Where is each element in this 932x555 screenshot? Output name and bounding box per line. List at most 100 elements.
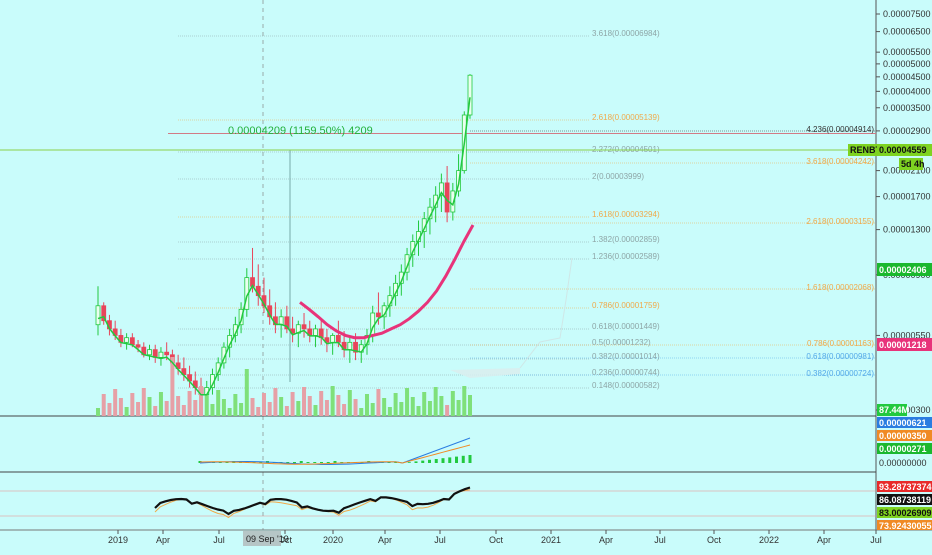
projection-path	[519, 257, 573, 369]
measure-label: 0.00004209 (1159.50%) 4209	[228, 125, 373, 137]
macd-histogram-bar	[434, 459, 438, 463]
volume-bar	[433, 387, 438, 416]
time-tick-label: Oct	[707, 535, 722, 545]
volume-bar	[130, 393, 135, 416]
time-tick-label: Jul	[434, 535, 446, 545]
candle-body	[313, 328, 318, 336]
candle-body	[330, 335, 336, 343]
macd-histogram-bar	[320, 462, 323, 463]
volume-bar	[376, 389, 381, 416]
volume-group	[96, 357, 472, 416]
volume-badge-bg	[877, 404, 907, 416]
time-tick-label: 2022	[759, 535, 779, 545]
rsi-badge-bg-3	[877, 507, 932, 518]
fib-main-label: 3.618(0.00006984)	[592, 29, 660, 38]
symbol-badge-bg	[848, 144, 878, 156]
volume-bar	[462, 386, 467, 416]
volume-bar	[273, 388, 278, 416]
candle-body	[347, 341, 353, 351]
time-tick-label: 2020	[323, 535, 343, 545]
candle-body	[135, 344, 141, 348]
ema-line	[299, 224, 475, 340]
volume-bar	[244, 369, 249, 416]
volume-bar	[445, 405, 450, 416]
volume-bar	[439, 396, 444, 416]
volume-bar	[227, 408, 232, 416]
volume-bar	[336, 395, 341, 416]
measure-top-line	[168, 133, 876, 134]
crosshair-date-label: 09 Sep '19	[246, 534, 289, 544]
candle-body	[129, 337, 135, 346]
candle-body	[450, 190, 456, 213]
macd-histogram-bar	[306, 462, 310, 463]
time-tick-label: 2019	[108, 535, 128, 545]
candle-body	[95, 305, 101, 326]
fib-right-group: 4.236(0.00004914) 3.618(0.00004242) 2.618(…	[470, 125, 876, 378]
volume-bar	[416, 406, 421, 416]
volume-bar	[193, 400, 198, 416]
last-price-badge: 0.00004559	[877, 144, 932, 156]
last-price-badge-text: 0.00004559	[879, 145, 927, 155]
volume-badge-text: 87.44M	[879, 405, 909, 415]
time-badge: 5d 4h	[899, 158, 925, 170]
time-tick-label: 2021	[541, 535, 561, 545]
volume-badge: 87.44M	[877, 404, 909, 416]
ema-price-badge: 0.00001218	[877, 338, 932, 351]
candle-body	[124, 337, 130, 343]
candle-body	[335, 335, 341, 343]
volume-bar	[164, 401, 169, 416]
time-axis[interactable]: 2019 Apr Jul Oct 2020 Apr Jul Oct 2021 Apr Jul Oct 2…	[108, 530, 882, 545]
volume-bar	[170, 357, 175, 416]
macd-badges: 0.00000621 0.00000350 0.00000271 0.00000…	[877, 417, 932, 468]
fib-main-label: 2(0.00003999)	[592, 172, 644, 181]
macd-histogram-bar	[333, 461, 337, 463]
rsi-badges: 93.28737374 86.08738119 83.00026909 73.9…	[877, 481, 932, 531]
volume-bar	[221, 399, 226, 416]
volume-bar	[199, 386, 204, 416]
volume-bar	[210, 404, 215, 416]
macd-group	[198, 437, 472, 465]
volume-bar	[158, 392, 163, 416]
macd-histogram-bar	[441, 458, 445, 463]
macd-histogram-bar	[414, 461, 418, 463]
volume-bar	[101, 394, 106, 416]
volume-bar	[302, 387, 307, 416]
volume-bar	[279, 397, 284, 416]
volume-bar	[347, 390, 352, 416]
ma-price-badge-text: 0.00002406	[879, 265, 927, 275]
fib-right-label: 2.618(0.00003155)	[806, 217, 874, 226]
volume-bar	[239, 403, 244, 416]
macd-histogram-bar	[421, 460, 425, 463]
time-tick-label: Oct	[489, 535, 504, 545]
macd-histogram-bar	[225, 462, 229, 463]
fib-main-label: 1.618(0.00003294)	[592, 210, 660, 219]
rsi-badge-2: 86.08738119	[879, 495, 931, 505]
price-tick-label: 0.00004500	[883, 72, 931, 82]
volume-bar	[147, 397, 152, 416]
fib-right-label: 0.382(0.00000724)	[806, 369, 874, 378]
volume-bar	[427, 401, 432, 416]
volume-bar	[393, 393, 398, 416]
fib-right-label: 0.618(0.00000981)	[806, 352, 874, 361]
volume-bar	[330, 386, 335, 416]
time-badge-text: 5d 4h	[901, 159, 925, 169]
volume-bar	[468, 395, 472, 416]
fib-right-label: 1.618(0.00002068)	[806, 283, 874, 292]
macd-line	[199, 437, 471, 465]
fib-main-label: 0.618(0.00001449)	[592, 322, 660, 331]
volume-bar	[96, 408, 100, 416]
volume-bar	[364, 394, 369, 416]
price-tick-label: 0.00002100	[883, 166, 931, 176]
ma-price-badge: 0.00002406	[877, 263, 932, 276]
time-tick-label: Jul	[654, 535, 666, 545]
candle-body	[284, 316, 290, 330]
candle-body	[324, 337, 330, 343]
fib-main-label: 0.382(0.00001014)	[592, 352, 660, 361]
volume-bar	[342, 404, 347, 416]
time-tick-label: Apr	[156, 535, 170, 545]
candle-body	[353, 341, 358, 353]
volume-bar	[216, 390, 221, 416]
price-tick-label: 0.00004000	[883, 86, 931, 96]
